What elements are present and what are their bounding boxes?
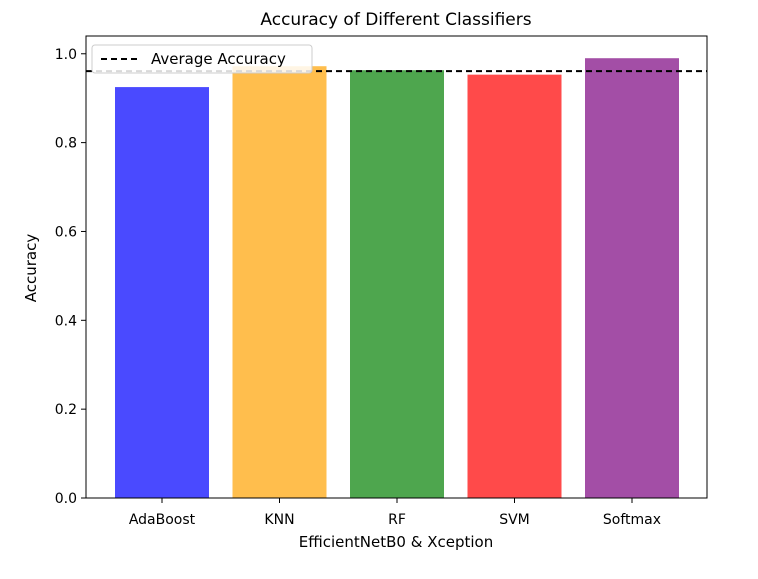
bar-adaboost — [115, 87, 209, 498]
plot-area: AdaBoost KNN RF SVM Softmax 0.0 0.2 0.4 0.6 0.8 1.… — [55, 35, 708, 528]
y-axis-label: Accuracy — [22, 234, 40, 303]
bar-rf — [350, 70, 444, 498]
legend-box — [91, 44, 313, 74]
y-tick-label: 0.2 — [55, 402, 77, 418]
x-tick-label: SVM — [499, 512, 530, 528]
x-axis-label: EfficientNetB0 & Xception — [299, 533, 493, 551]
y-tick-label: 0.8 — [55, 136, 77, 152]
y-tick-label: 0.6 — [55, 224, 77, 240]
x-tick-label: KNN — [264, 512, 294, 528]
bar-knn — [232, 66, 327, 498]
chart-title: Accuracy of Different Classifiers — [260, 10, 531, 30]
x-tick-label: AdaBoost — [129, 512, 196, 528]
legend: Average Accuracy — [91, 44, 313, 74]
legend-average-label: Average Accuracy — [151, 50, 286, 68]
bar-softmax — [585, 58, 679, 498]
bar-svm — [467, 74, 562, 499]
y-tick-label: 1.0 — [55, 47, 77, 63]
x-tick-label: Softmax — [603, 512, 661, 528]
x-tick-label: RF — [388, 512, 406, 528]
axes-frame — [85, 35, 708, 499]
y-tick-label: 0.0 — [55, 491, 77, 507]
y-tick-label: 0.4 — [55, 313, 77, 329]
